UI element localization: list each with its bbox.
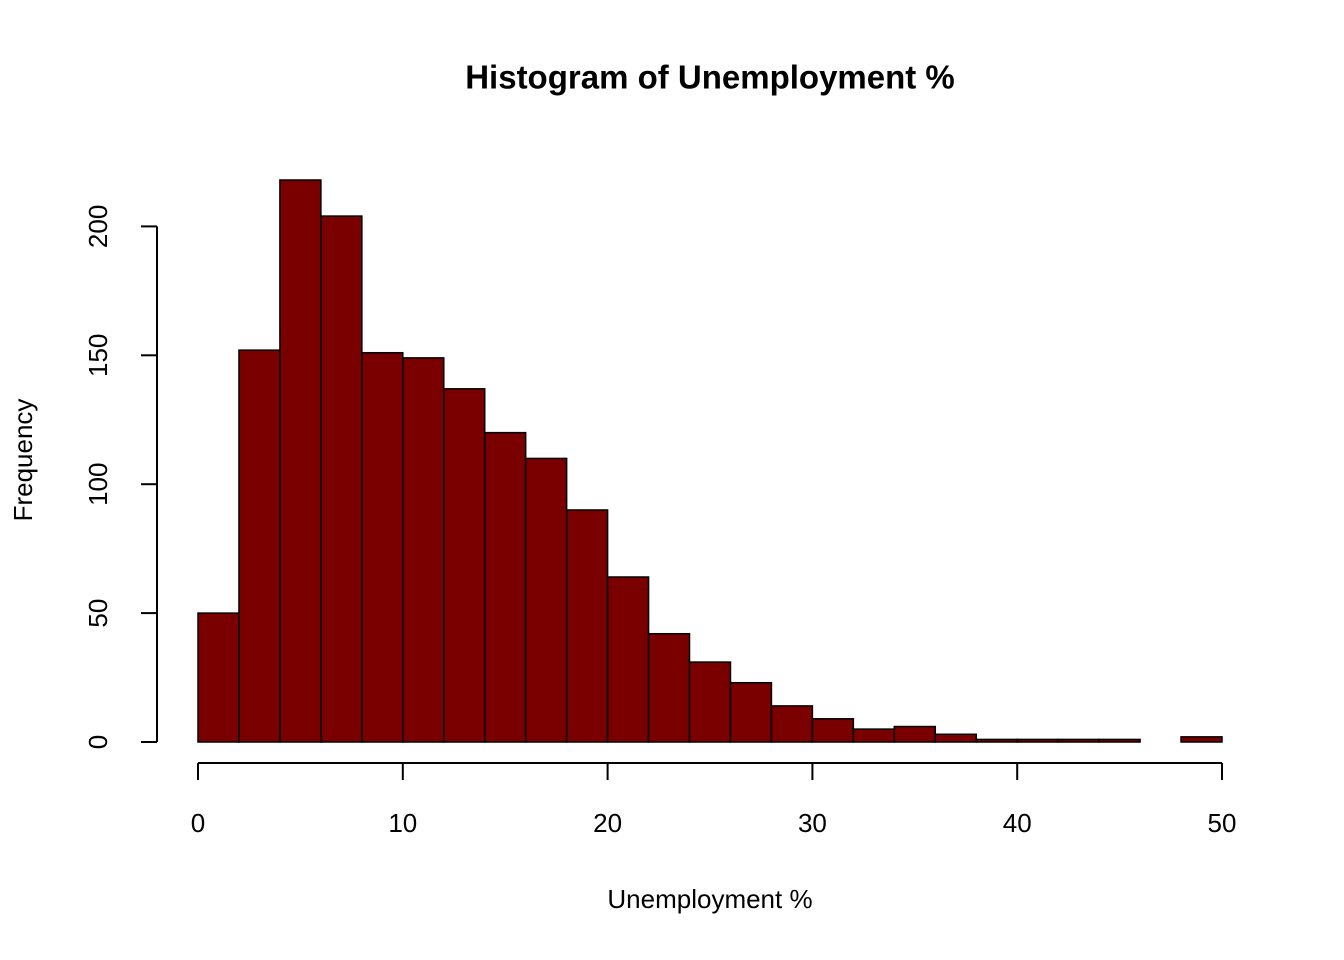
y-tick-label: 50 (83, 599, 113, 628)
x-tick-label: 50 (1208, 808, 1237, 838)
bar (320, 215, 363, 743)
bar (402, 357, 445, 743)
bar (1098, 738, 1141, 743)
bar (238, 349, 281, 743)
y-tick-label: 0 (83, 735, 113, 749)
bar (524, 457, 568, 743)
x-tick-label: 20 (593, 808, 622, 838)
y-tick-label: 150 (83, 334, 113, 377)
y-axis-label: Frequency (8, 399, 38, 522)
bar (729, 681, 773, 743)
bar (361, 351, 404, 743)
bar (279, 179, 322, 743)
bar (647, 632, 691, 743)
bar (934, 733, 977, 743)
x-axis-label: Unemployment % (607, 884, 812, 914)
bar (1180, 736, 1223, 743)
bar (483, 431, 527, 743)
bar (606, 576, 650, 743)
bar (565, 509, 609, 743)
x-tick-label: 40 (1003, 808, 1032, 838)
bar (1057, 738, 1100, 743)
bar (975, 738, 1018, 743)
bar (1016, 738, 1059, 743)
bar (811, 718, 855, 743)
x-tick-label: 0 (191, 808, 205, 838)
y-tick-label: 100 (83, 463, 113, 506)
bar (893, 725, 937, 743)
x-tick-label: 10 (388, 808, 417, 838)
y-tick-label: 200 (83, 205, 113, 248)
bar (852, 728, 896, 743)
bar (770, 705, 814, 743)
bar (197, 612, 240, 743)
x-tick-label: 30 (798, 808, 827, 838)
bar (688, 661, 732, 743)
chart-title: Histogram of Unemployment % (465, 59, 955, 96)
bar (443, 388, 486, 743)
